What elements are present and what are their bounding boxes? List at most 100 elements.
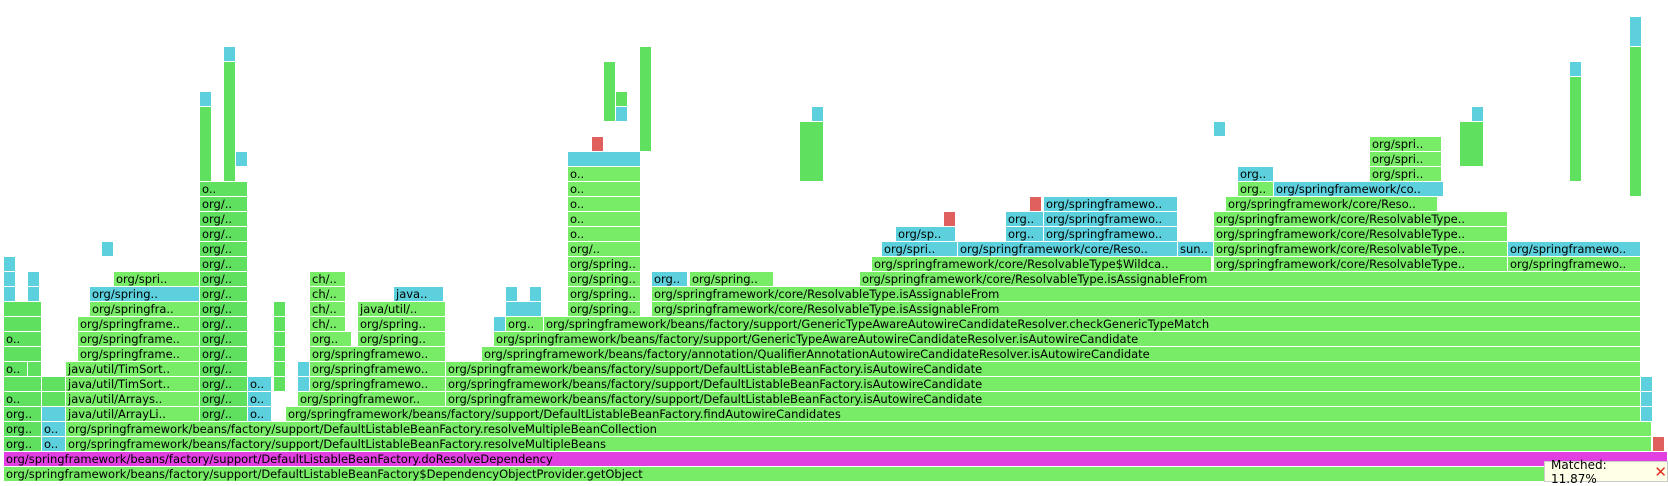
- flame-frame[interactable]: [298, 377, 310, 392]
- flame-frame[interactable]: org..: [1238, 167, 1274, 182]
- flame-frame[interactable]: [236, 152, 248, 167]
- flame-frame[interactable]: [4, 347, 42, 362]
- flame-frame[interactable]: org/springframe..: [78, 332, 200, 347]
- flame-frame[interactable]: org/springframewor..: [298, 392, 446, 407]
- flame-frame[interactable]: java/util/..: [358, 302, 446, 317]
- flame-frame[interactable]: org/springframewo..: [310, 377, 446, 392]
- flame-frame[interactable]: org/..: [200, 392, 248, 407]
- flame-frame[interactable]: [42, 377, 66, 392]
- flame-frame[interactable]: [274, 317, 286, 332]
- flame-frame[interactable]: org/spring..: [568, 272, 641, 287]
- flame-frame[interactable]: [224, 47, 236, 62]
- flame-frame[interactable]: org/springframework/beans/factory/suppor…: [66, 437, 1652, 452]
- flame-frame[interactable]: [592, 137, 604, 152]
- flame-frame[interactable]: [1570, 62, 1582, 77]
- flame-frame[interactable]: org/spring..: [568, 287, 641, 302]
- flame-frame[interactable]: org..: [1006, 212, 1044, 227]
- flame-frame[interactable]: org/springframework/beans/factory/suppor…: [446, 377, 1641, 392]
- flame-frame[interactable]: [4, 302, 42, 317]
- flame-frame[interactable]: [4, 377, 42, 392]
- flame-frame[interactable]: java/util/TimSort..: [66, 377, 200, 392]
- flame-frame[interactable]: o..: [248, 392, 272, 407]
- flame-frame[interactable]: [42, 392, 66, 407]
- flame-frame[interactable]: [494, 317, 506, 332]
- flame-frame[interactable]: org..: [506, 317, 544, 332]
- flame-frame[interactable]: [28, 362, 42, 377]
- flame-frame[interactable]: [640, 47, 652, 152]
- flame-frame[interactable]: [1030, 197, 1042, 212]
- flame-frame[interactable]: org/..: [200, 347, 248, 362]
- flame-frame[interactable]: ch/..: [310, 302, 346, 317]
- flame-frame[interactable]: org..: [652, 272, 688, 287]
- flame-frame[interactable]: [1472, 107, 1484, 122]
- flame-frame[interactable]: org/..: [200, 377, 248, 392]
- flame-frame[interactable]: org/..: [200, 407, 248, 422]
- flame-frame[interactable]: org/springframework/core/ResolvableType.…: [1214, 227, 1508, 242]
- flame-frame[interactable]: java/util/Arrays..: [66, 392, 200, 407]
- flame-frame[interactable]: [42, 407, 66, 422]
- flame-frame[interactable]: org/spring..: [568, 257, 641, 272]
- flame-frame[interactable]: org/spri..: [882, 242, 958, 257]
- flame-frame[interactable]: org/springframework/core/ResolvableType.…: [1214, 257, 1508, 272]
- flame-frame[interactable]: org..: [1006, 227, 1044, 242]
- flame-frame[interactable]: [568, 152, 641, 167]
- flame-frame[interactable]: org/springframework/core/ResolvableType$…: [872, 257, 1212, 272]
- flame-frame[interactable]: org/sp..: [896, 227, 956, 242]
- flame-frame[interactable]: [298, 362, 310, 377]
- flame-frame[interactable]: [1460, 122, 1484, 167]
- flame-frame[interactable]: org/spring..: [358, 317, 446, 332]
- flame-frame[interactable]: [4, 257, 16, 272]
- flame-frame[interactable]: [604, 62, 616, 122]
- flame-frame[interactable]: [1653, 437, 1665, 452]
- flame-frame[interactable]: org/..: [200, 227, 248, 242]
- flame-frame[interactable]: org/springframework/beans/factory/suppor…: [446, 392, 1641, 407]
- flame-frame[interactable]: java/util/TimSort..: [66, 362, 200, 377]
- flame-frame[interactable]: org/springframework/core/Reso..: [958, 242, 1178, 257]
- flame-frame[interactable]: org/..: [200, 257, 248, 272]
- flame-frame[interactable]: sun..: [1178, 242, 1214, 257]
- flame-frame[interactable]: java..: [394, 287, 444, 302]
- flame-frame[interactable]: org..: [4, 437, 42, 452]
- flame-frame[interactable]: org/..: [200, 287, 248, 302]
- flame-frame[interactable]: org/springframework/core/ResolvableType.…: [652, 302, 1641, 317]
- flame-frame[interactable]: [4, 317, 42, 332]
- flame-frame[interactable]: org/..: [200, 362, 248, 377]
- flame-frame[interactable]: org/springframewo..: [1508, 242, 1641, 257]
- flame-frame[interactable]: org/springframe..: [78, 347, 200, 362]
- flame-frame[interactable]: [1641, 407, 1653, 422]
- flame-frame[interactable]: org..: [4, 422, 42, 437]
- flame-frame[interactable]: [1641, 377, 1653, 392]
- flame-frame[interactable]: o..: [248, 407, 272, 422]
- flame-frame[interactable]: org/..: [200, 272, 248, 287]
- flame-frame[interactable]: [1570, 77, 1582, 182]
- flame-frame[interactable]: [274, 347, 286, 362]
- flame-frame[interactable]: org/springframework/beans/factory/suppor…: [544, 317, 1641, 332]
- flame-frame[interactable]: [1630, 47, 1642, 197]
- flame-frame[interactable]: org/springfra..: [90, 302, 200, 317]
- flame-frame[interactable]: [616, 92, 628, 107]
- flame-frame[interactable]: org..: [4, 407, 42, 422]
- flame-frame[interactable]: org/..: [200, 332, 248, 347]
- flame-frame[interactable]: org/springframework/beans/factory/suppor…: [4, 467, 1545, 482]
- flame-frame[interactable]: o..: [568, 212, 641, 227]
- close-icon[interactable]: ✕: [1654, 462, 1667, 481]
- flame-frame[interactable]: org/springframework/core/ResolvableType.…: [1214, 242, 1508, 257]
- flame-frame[interactable]: org/..: [200, 242, 248, 257]
- flame-frame[interactable]: [4, 272, 16, 287]
- flame-frame[interactable]: [506, 287, 518, 302]
- flame-frame[interactable]: o..: [568, 227, 641, 242]
- flame-frame[interactable]: [530, 287, 542, 302]
- flame-frame[interactable]: o..: [4, 362, 28, 377]
- flame-frame[interactable]: ch/..: [310, 317, 346, 332]
- flame-frame[interactable]: o..: [248, 377, 272, 392]
- flame-frame[interactable]: java/util/ArrayLi..: [66, 407, 200, 422]
- flame-frame[interactable]: org/springframewo..: [310, 362, 446, 377]
- flame-frame[interactable]: o..: [200, 182, 248, 197]
- flame-frame[interactable]: [812, 107, 824, 122]
- flame-frame[interactable]: [200, 92, 212, 107]
- flame-frame[interactable]: org/springframewo..: [1044, 197, 1178, 212]
- flame-frame[interactable]: o..: [568, 197, 641, 212]
- flame-frame[interactable]: o..: [568, 167, 641, 182]
- flame-frame[interactable]: org/spring..: [358, 332, 446, 347]
- flame-frame[interactable]: [28, 287, 40, 302]
